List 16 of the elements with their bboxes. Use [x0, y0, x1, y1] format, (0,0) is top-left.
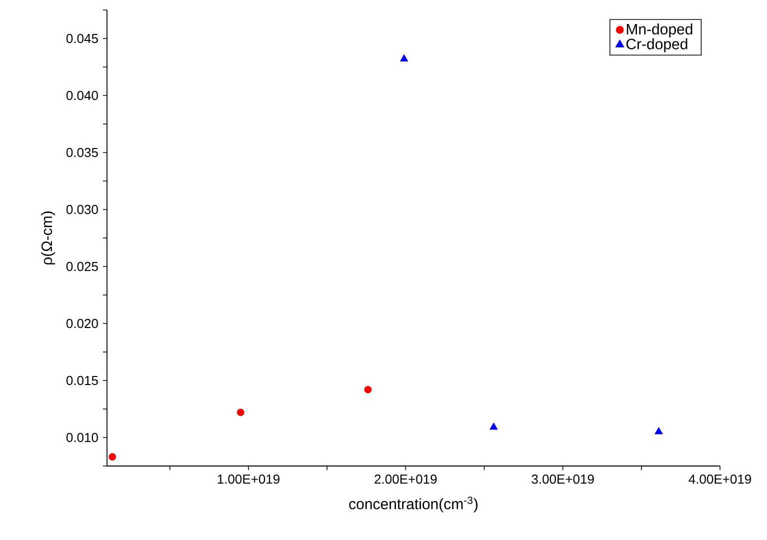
y-tick-label: 0.015	[66, 376, 98, 386]
y-tick-label: 0.045	[66, 34, 98, 44]
y-tick-label: 0.025	[66, 262, 98, 272]
x-tick-label: 1.00E+019	[218, 474, 280, 484]
y-tick-label: 0.035	[66, 148, 98, 158]
legend-label: Cr-doped	[626, 38, 688, 52]
y-tick-label: 0.040	[66, 90, 98, 100]
y-tick-label: 0.030	[66, 204, 98, 214]
y-tick-label: 0.010	[66, 432, 98, 442]
y-axis-title: ρ(Ω-cm)	[41, 212, 56, 264]
legend-label: Mn-doped	[626, 23, 692, 38]
x-axis-title: concentration(cm$^{-3}$)	[349, 496, 478, 512]
x-tick-label: 4.00E+019	[688, 474, 752, 484]
y-tick-label: 0.020	[66, 318, 98, 328]
x-tick-label: 3.00E+019	[532, 474, 594, 484]
x-tick-label: 2.00E+019	[374, 474, 437, 484]
